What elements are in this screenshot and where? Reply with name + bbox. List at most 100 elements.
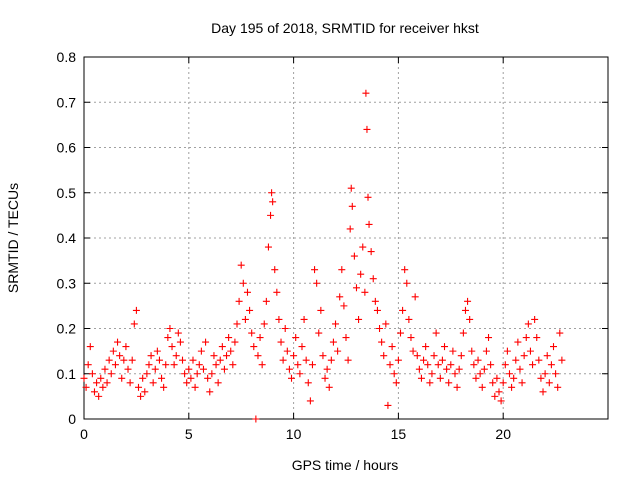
y-tick-label: 0.6 xyxy=(57,140,77,156)
data-point xyxy=(90,388,98,396)
data-point xyxy=(359,243,367,251)
data-point xyxy=(424,361,432,369)
grid-lines xyxy=(84,57,608,419)
data-point xyxy=(451,370,459,378)
data-point xyxy=(436,374,444,382)
data-point xyxy=(415,365,423,373)
x-tick-label: 5 xyxy=(185,426,193,442)
data-point xyxy=(327,356,335,364)
data-point xyxy=(338,266,346,274)
data-point xyxy=(493,374,501,382)
data-point xyxy=(373,306,381,314)
data-point xyxy=(225,334,233,342)
data-point xyxy=(116,352,124,360)
data-point xyxy=(508,383,516,391)
data-point xyxy=(485,334,493,342)
data-point xyxy=(181,370,189,378)
data-point xyxy=(111,361,119,369)
data-point xyxy=(237,261,245,269)
data-point xyxy=(105,356,113,364)
data-point xyxy=(264,243,272,251)
data-point xyxy=(285,365,293,373)
data-point xyxy=(296,370,304,378)
data-point xyxy=(170,361,178,369)
data-point xyxy=(399,306,407,314)
data-point xyxy=(350,252,358,260)
data-point xyxy=(214,379,222,387)
data-point xyxy=(172,352,180,360)
data-point xyxy=(256,334,264,342)
data-point xyxy=(147,352,155,360)
data-point xyxy=(216,356,224,364)
data-point xyxy=(195,361,203,369)
data-point xyxy=(380,352,388,360)
data-point xyxy=(403,279,411,287)
data-point xyxy=(378,338,386,346)
data-point xyxy=(130,320,138,328)
data-point xyxy=(474,356,482,364)
data-point xyxy=(210,352,218,360)
data-point xyxy=(348,202,356,210)
data-point xyxy=(531,315,539,323)
data-point xyxy=(428,370,436,378)
data-point xyxy=(313,279,321,287)
data-point xyxy=(438,356,446,364)
data-point xyxy=(220,365,228,373)
data-point xyxy=(355,315,363,323)
data-point xyxy=(464,297,472,305)
data-point xyxy=(371,297,379,305)
x-tick-label: 10 xyxy=(286,426,302,442)
data-point xyxy=(554,383,562,391)
data-point xyxy=(262,297,270,305)
data-point xyxy=(145,361,153,369)
data-point xyxy=(376,325,384,332)
data-point xyxy=(218,343,226,351)
data-point xyxy=(267,211,275,219)
y-axis-label: SRMTID / TECUs xyxy=(5,183,21,293)
data-point xyxy=(176,338,184,346)
data-point xyxy=(283,347,291,355)
data-point xyxy=(533,334,541,342)
data-point xyxy=(300,315,308,323)
data-point xyxy=(166,325,174,332)
data-point xyxy=(311,266,319,274)
data-point xyxy=(99,383,107,391)
data-point xyxy=(495,388,503,396)
data-point xyxy=(269,198,277,206)
data-point xyxy=(315,329,323,337)
data-point xyxy=(501,361,509,369)
data-point xyxy=(392,379,400,387)
data-point xyxy=(268,189,276,197)
data-point xyxy=(277,338,285,346)
data-point xyxy=(489,379,497,387)
y-tick-label: 0.3 xyxy=(57,275,77,291)
data-point xyxy=(160,383,168,391)
data-point xyxy=(88,370,96,378)
data-point xyxy=(107,370,115,378)
data-point xyxy=(231,338,239,346)
data-point xyxy=(478,383,486,391)
data-point xyxy=(273,288,281,296)
data-point xyxy=(352,284,360,292)
data-point xyxy=(363,125,371,133)
data-point xyxy=(466,315,474,323)
data-point xyxy=(482,347,490,355)
data-point xyxy=(319,352,327,360)
y-tick-label: 0.7 xyxy=(57,94,77,110)
data-point xyxy=(334,347,342,355)
data-point xyxy=(384,401,392,409)
data-point xyxy=(248,329,256,337)
data-point xyxy=(346,225,354,233)
x-axis-label: GPS time / hours xyxy=(292,457,399,473)
data-point xyxy=(539,388,547,396)
data-point xyxy=(227,347,235,355)
data-point xyxy=(417,374,425,382)
data-point xyxy=(550,343,558,351)
data-point xyxy=(241,315,249,323)
data-point xyxy=(202,338,210,346)
data-point xyxy=(457,352,465,360)
y-tick-label: 0.4 xyxy=(57,230,77,246)
data-point xyxy=(84,361,92,369)
data-point xyxy=(505,370,513,378)
data-point xyxy=(279,356,287,364)
